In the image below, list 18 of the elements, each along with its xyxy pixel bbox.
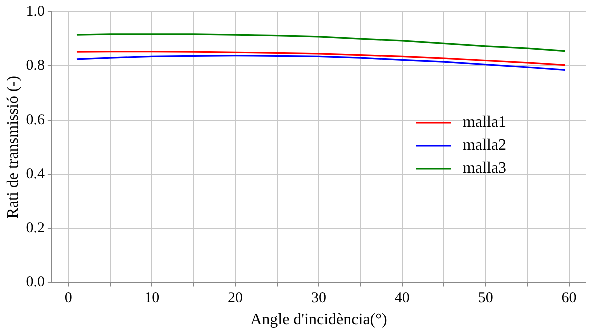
x-tick-label: 50 — [478, 290, 494, 307]
y-tick-label: 0.0 — [26, 274, 45, 291]
x-tick-label: 30 — [311, 290, 326, 307]
legend-label: malla2 — [463, 137, 507, 154]
x-tick-label: 40 — [394, 290, 410, 307]
y-tick-label: 0.4 — [26, 166, 46, 182]
x-tick-label: 60 — [562, 290, 577, 307]
legend-label: malla3 — [463, 160, 507, 178]
x-tick-label: 10 — [144, 290, 160, 307]
y-tick-label: 0.2 — [26, 220, 45, 237]
y-tick-label: 1.0 — [26, 4, 45, 20]
x-tick-label: 20 — [228, 290, 244, 307]
legend-label: malla1 — [463, 114, 507, 132]
x-axis-title: Angle d'incidència(°) — [250, 312, 388, 329]
y-axis-title: Rati de transmissió (-) — [4, 76, 22, 219]
x-tick-label: 0 — [64, 290, 72, 307]
y-tick-label: 0.8 — [26, 58, 45, 74]
y-tick-label: 0.6 — [26, 112, 46, 128]
